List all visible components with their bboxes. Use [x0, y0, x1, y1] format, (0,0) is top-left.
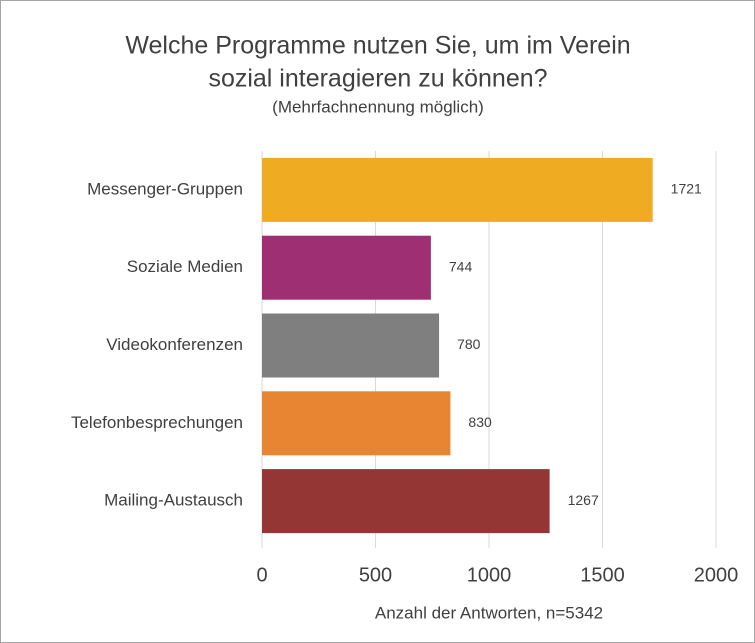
y-tick-label: Videokonferenzen — [106, 335, 243, 354]
chart-subtitle: (Mehrfachnennung möglich) — [272, 97, 484, 116]
bar — [262, 469, 550, 534]
x-tick-label: 0 — [256, 564, 267, 586]
y-tick-label: Telefonbesprechungen — [71, 413, 243, 432]
value-label: 780 — [457, 336, 481, 352]
bar — [262, 313, 440, 378]
x-tick-label: 1000 — [467, 564, 512, 586]
bar — [262, 391, 451, 456]
x-tick-label: 1500 — [580, 564, 625, 586]
chart-title: sozial interagieren zu können? — [208, 65, 547, 93]
bar — [262, 235, 431, 300]
x-tick-label: 500 — [359, 564, 392, 586]
bar — [262, 157, 653, 222]
value-label: 1721 — [671, 181, 702, 197]
value-label: 830 — [468, 414, 492, 430]
chart-title: Welche Programme nutzen Sie, um im Verei… — [125, 32, 630, 60]
y-tick-label: Soziale Medien — [127, 257, 243, 276]
y-tick-label: Mailing-Austausch — [104, 491, 243, 510]
value-label: 1267 — [568, 492, 599, 508]
x-tick-label: 2000 — [694, 564, 739, 586]
y-tick-label: Messenger-Gruppen — [87, 179, 243, 198]
value-label: 744 — [449, 258, 473, 274]
x-axis-label: Anzahl der Antworten, n=5342 — [375, 603, 603, 622]
